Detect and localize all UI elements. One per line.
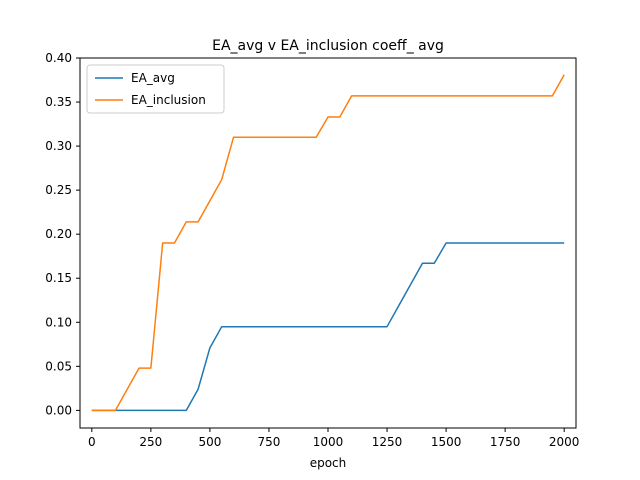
- x-tick-label: 500: [198, 435, 221, 449]
- y-tick-label: 0.10: [45, 315, 72, 329]
- x-tick-label: 750: [257, 435, 280, 449]
- x-tick-label: 1000: [313, 435, 344, 449]
- x-tick-label: 1750: [490, 435, 521, 449]
- chart-title: EA_avg v EA_inclusion coeff_ avg: [212, 38, 444, 54]
- y-tick-label: 0.05: [45, 359, 72, 373]
- y-tick-label: 0.15: [45, 271, 72, 285]
- x-axis-label: epoch: [310, 456, 347, 470]
- series-line-ea-inclusion: [91, 74, 565, 412]
- y-tick-label: 0.25: [45, 183, 72, 197]
- y-axis-ticks: 0.00 0.05 0.10 0.15 0.20 0.25 0.30 0.35 0.40: [45, 51, 80, 417]
- y-tick-label: 0.20: [45, 227, 72, 241]
- y-tick-label: 0.40: [45, 51, 72, 65]
- y-tick-label: 0.35: [45, 95, 72, 109]
- legend: EA_avg EA_inclusion: [86, 64, 225, 114]
- legend-box: [86, 64, 225, 114]
- x-tick-label: 1500: [431, 435, 462, 449]
- x-tick-label: 0: [88, 435, 96, 449]
- y-tick-label: 0.00: [45, 403, 72, 417]
- x-tick-label: 1250: [372, 435, 403, 449]
- series-layer: [91, 74, 565, 412]
- legend-label: EA_inclusion: [131, 93, 206, 107]
- x-tick-label: 2000: [549, 435, 580, 449]
- x-axis-ticks: 0 250 500 750 1000 1250 1500 1750 2000: [88, 428, 579, 449]
- y-tick-label: 0.30: [45, 139, 72, 153]
- legend-label: EA_avg: [131, 71, 175, 85]
- series-line-ea-avg: [91, 242, 565, 412]
- x-tick-label: 250: [139, 435, 162, 449]
